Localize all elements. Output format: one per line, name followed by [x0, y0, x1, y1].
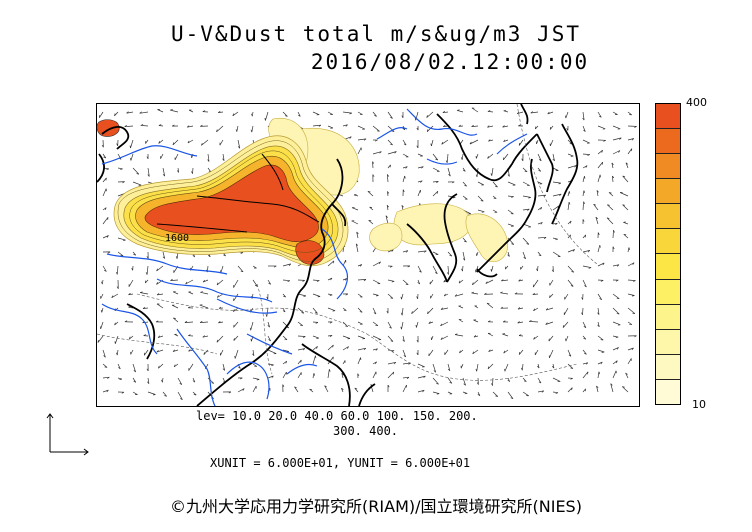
color-scale-step — [656, 254, 680, 280]
dust-map-frame: 1600 — [96, 103, 640, 407]
contour-levels-line2: 300. 400. — [333, 424, 399, 438]
rivers — [101, 108, 528, 406]
contour-levels-line1: lev= 10.0 20.0 40.0 60.0 100. 150. 200. — [196, 409, 478, 423]
wind-vector-field — [97, 107, 637, 400]
unit-vector-icon — [46, 413, 89, 456]
vector-units: XUNIT = 6.000E+01, YUNIT = 6.000E+01 — [210, 456, 471, 470]
dust-concentration-areas — [97, 117, 509, 267]
color-scale-step — [656, 204, 680, 230]
color-scale-step — [656, 379, 680, 404]
dust-map: 1600 — [97, 104, 637, 406]
color-scale-step — [656, 104, 680, 130]
color-scale-step — [656, 129, 680, 155]
color-scale-bar — [655, 103, 681, 405]
color-scale-step — [656, 154, 680, 180]
contour-label: 1600 — [165, 233, 189, 244]
color-scale-step — [656, 179, 680, 205]
copyright-notice: ©九州大学応用力学研究所(RIAM)/国立環境研究所(NIES) — [170, 497, 582, 516]
map-title: U-V&Dust total m/s&ug/m3 JST — [170, 22, 581, 46]
map-timestamp: 2016/08/02.12:00:00 — [310, 50, 590, 74]
color-scale-step — [656, 304, 680, 330]
color-scale-min-label: 10 — [692, 398, 706, 411]
color-scale-step — [656, 279, 680, 305]
color-scale-step — [656, 229, 680, 255]
color-scale-step — [656, 354, 680, 380]
coastlines — [97, 104, 579, 406]
color-scale-max-label: 400 — [686, 96, 707, 109]
color-scale-step — [656, 329, 680, 355]
province-borders — [97, 104, 598, 381]
